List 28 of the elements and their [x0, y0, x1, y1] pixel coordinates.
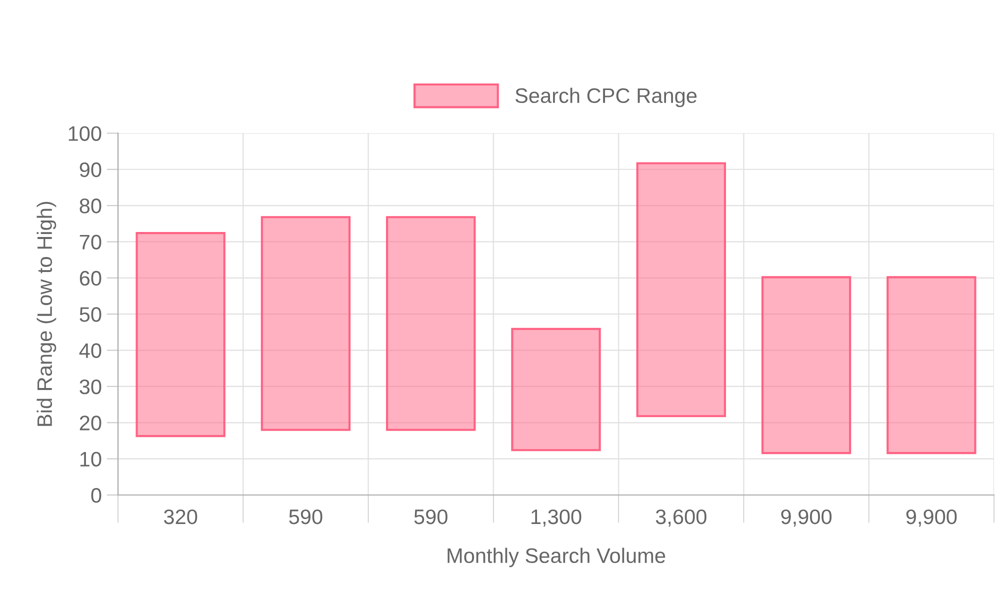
- x-tick-label: 3,600: [656, 509, 706, 527]
- x-axis-title: Monthly Search Volume: [448, 548, 666, 568]
- y-axis-title: Bid Range (Low to High): [36, 202, 56, 426]
- y-tick-label: 40: [79, 343, 102, 358]
- y-tick-label: 70: [80, 234, 102, 250]
- y-tick-label: 0: [91, 488, 102, 503]
- bar: [136, 232, 226, 438]
- y-tick-label: 50: [80, 307, 102, 322]
- x-tick-label: 9,900: [781, 509, 832, 527]
- legend-label: Search CPC Range: [515, 88, 697, 108]
- bar: [260, 216, 351, 431]
- y-tick-label: 60: [80, 270, 102, 286]
- x-tick-label: 1,300: [532, 509, 582, 527]
- x-tick-label: 590: [414, 509, 448, 524]
- y-tick-label: 90: [80, 162, 102, 178]
- bar: [886, 276, 976, 454]
- x-tick-label: 590: [289, 509, 322, 524]
- bar: [761, 276, 852, 454]
- y-tick-label: 10: [80, 452, 102, 467]
- y-tick-label: 30: [80, 379, 102, 394]
- x-tick-label: 320: [164, 509, 198, 524]
- y-tick-label: 100: [68, 126, 102, 141]
- bar: [511, 328, 601, 452]
- x-tick-label: 9,900: [906, 509, 957, 527]
- y-tick-label: 80: [80, 198, 102, 214]
- bar: [386, 216, 476, 431]
- bar: [636, 162, 726, 418]
- y-tick-label: 20: [80, 416, 102, 430]
